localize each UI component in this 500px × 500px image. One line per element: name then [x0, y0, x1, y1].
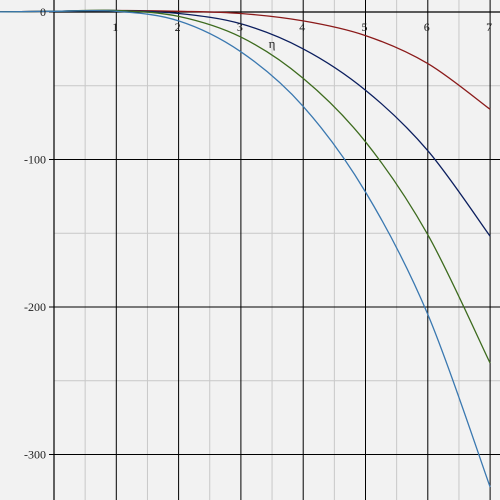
x-tick-label: 4	[299, 20, 305, 34]
series-layer	[0, 9, 491, 488]
x-tick-label: 6	[424, 20, 430, 34]
y-tick-label: -200	[24, 300, 46, 314]
y-tick-label: 0	[40, 5, 46, 19]
series-line-3	[0, 9, 491, 364]
x-tick-label: 2	[175, 20, 181, 34]
x-tick-label: 3	[237, 20, 243, 34]
series-line-2	[0, 9, 491, 237]
grid-minor	[54, 0, 500, 500]
series-line-4	[0, 9, 491, 488]
x-axis-label: η	[269, 36, 276, 51]
y-tick-label: -300	[24, 448, 46, 462]
grid-major	[54, 0, 500, 500]
tick-labels: 1 2 3 4 5 6 7 0 -100 -200 -300	[24, 5, 492, 462]
x-tick-label: 1	[112, 20, 118, 34]
y-tick-label: -100	[24, 153, 46, 167]
x-tick-label: 5	[362, 20, 368, 34]
x-tick-label: 7	[486, 20, 492, 34]
